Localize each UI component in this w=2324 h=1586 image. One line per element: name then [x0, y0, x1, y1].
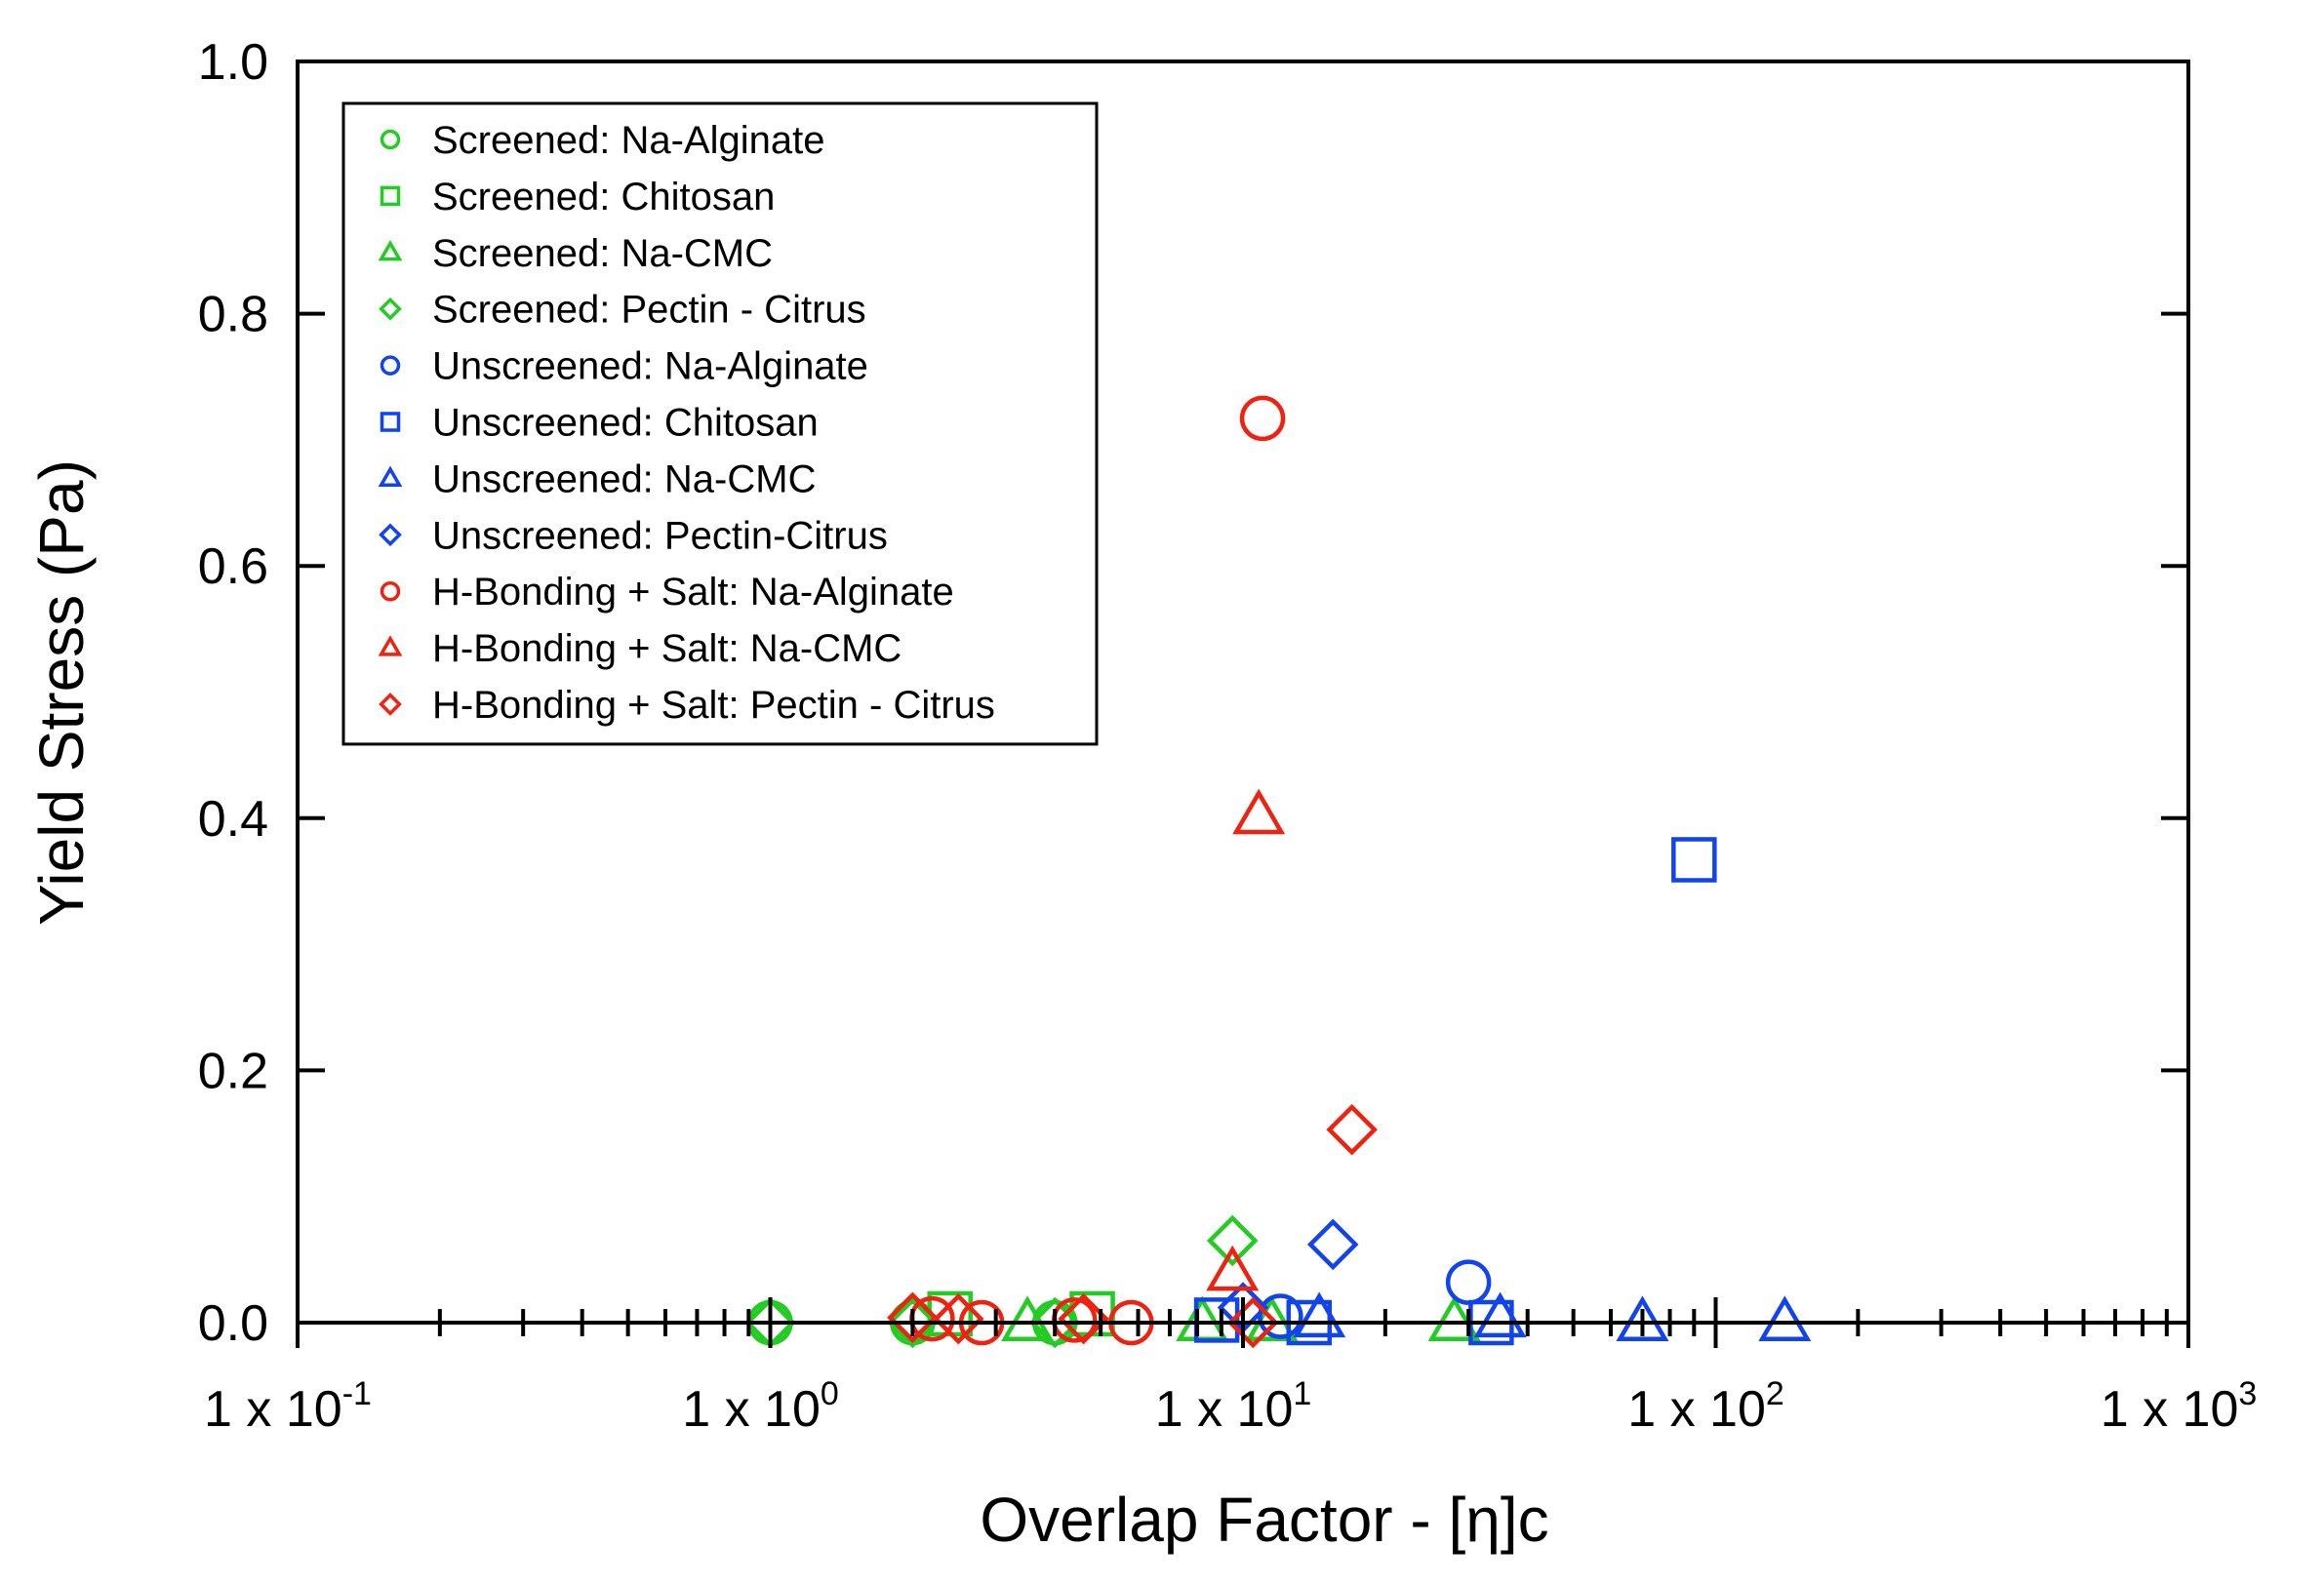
legend-label: H-Bonding + Salt: Pectin - Citrus	[432, 684, 995, 727]
legend-marker	[380, 412, 401, 432]
legend-marker	[380, 355, 401, 376]
series-group	[887, 1103, 1378, 1349]
x-tick-base: 1 x 10	[1627, 1381, 1766, 1438]
legend-label: H-Bonding + Salt: Na-Alginate	[432, 571, 954, 614]
legend-label: Screened: Chitosan	[432, 176, 775, 218]
legend-label: Unscreened: Chitosan	[432, 402, 819, 445]
x-tick-label: 1 x 10-1	[204, 1375, 372, 1438]
data-point	[1616, 1295, 1669, 1342]
x-tick-exponent: 2	[1766, 1375, 1784, 1412]
data-point	[1226, 1296, 1279, 1349]
legend: Screened: Na-Alginate Screened: Chitosan S…	[341, 101, 1099, 746]
data-point	[1239, 395, 1286, 442]
legend-label: Screened: Na-CMC	[432, 232, 773, 275]
x-tick-base: 1 x 10	[204, 1381, 342, 1438]
legend-box	[341, 101, 1099, 746]
x-axis-title: Overlap Factor - [η]c	[980, 1485, 1548, 1555]
data-point	[933, 1292, 984, 1345]
legend-label: Unscreened: Na-CMC	[432, 457, 816, 500]
legend-marker	[380, 185, 401, 207]
x-tick-base: 1 x 10	[682, 1381, 821, 1438]
tick-layer: 0.00.20.40.60.81.01 x 10-1 1 x 100 1 x 101…	[198, 34, 2258, 1438]
data-point	[1058, 1292, 1109, 1345]
series-group	[1258, 1259, 1492, 1339]
legend-marker	[379, 693, 402, 716]
y-tick-label: 0.2	[198, 1043, 268, 1099]
series-group	[1206, 788, 1286, 1291]
x-tick-label: 1 x 103	[2101, 1375, 2258, 1438]
data-point	[1206, 1245, 1260, 1291]
x-tick-base: 1 x 10	[1155, 1381, 1294, 1438]
y-tick-label: 0.6	[198, 538, 268, 595]
x-tick-exponent: 3	[2238, 1375, 2257, 1412]
data-point	[1473, 1291, 1527, 1338]
legend-marker	[378, 239, 403, 261]
data-point	[1293, 1291, 1346, 1338]
legend-marker	[378, 465, 403, 487]
y-tick-label: 0.0	[198, 1295, 268, 1352]
x-tick-exponent: 0	[821, 1375, 839, 1412]
data-point	[1306, 1218, 1359, 1271]
y-tick-label: 0.8	[198, 287, 268, 343]
data-point	[1232, 788, 1286, 835]
y-axis-title: Yield Stress (Pa)	[26, 459, 97, 926]
x-tick-label: 1 x 100	[682, 1375, 839, 1438]
data-point	[1028, 1296, 1081, 1349]
data-point	[1176, 1295, 1229, 1342]
data-point	[1671, 837, 1717, 883]
y-tick-label: 1.0	[198, 34, 268, 91]
y-tick-label: 0.4	[198, 791, 268, 848]
x-tick-base: 1 x 10	[2101, 1381, 2239, 1438]
legend-label: Screened: Na-Alginate	[432, 119, 824, 162]
data-point	[1445, 1259, 1492, 1305]
series-group	[1293, 1291, 1812, 1342]
legend-marker	[378, 635, 403, 656]
legend-label: Screened: Pectin - Citrus	[432, 289, 866, 332]
data-point	[1258, 1293, 1303, 1339]
data-point	[1758, 1295, 1812, 1342]
x-tick-exponent: -1	[342, 1375, 372, 1412]
x-tick-label: 1 x 102	[1627, 1375, 1784, 1438]
data-point	[1326, 1103, 1378, 1156]
data-point	[1001, 1295, 1055, 1342]
data-point	[1206, 1214, 1259, 1267]
data-point	[887, 1296, 939, 1349]
legend-marker	[379, 297, 402, 321]
legend-marker	[380, 580, 401, 602]
data-point	[887, 1291, 939, 1344]
legend-label: H-Bonding + Salt: Na-CMC	[432, 627, 902, 670]
data-point	[1427, 1295, 1481, 1342]
legend-label: Unscreened: Na-Alginate	[432, 345, 868, 388]
x-tick-label: 1 x 101	[1155, 1375, 1312, 1438]
x-tick-exponent: 1	[1293, 1375, 1311, 1412]
legend-marker	[379, 523, 402, 547]
legend-marker	[380, 129, 401, 150]
legend-label: Unscreened: Pectin-Citrus	[432, 514, 888, 557]
